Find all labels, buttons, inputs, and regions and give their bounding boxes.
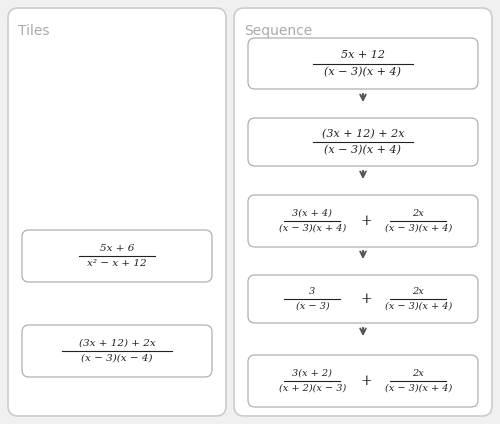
FancyBboxPatch shape (8, 8, 226, 416)
Text: +: + (360, 292, 372, 306)
Text: (x − 3)(x + 4): (x − 3)(x + 4) (384, 384, 452, 393)
FancyBboxPatch shape (248, 38, 478, 89)
Text: (x − 3)(x + 4): (x − 3)(x + 4) (279, 224, 346, 233)
Text: (3x + 12) + 2x: (3x + 12) + 2x (322, 129, 404, 139)
FancyBboxPatch shape (234, 8, 492, 416)
Text: (x − 3)(x + 4): (x − 3)(x + 4) (324, 67, 402, 77)
FancyBboxPatch shape (248, 275, 478, 323)
Text: 3(x + 4): 3(x + 4) (292, 209, 333, 218)
Text: Sequence: Sequence (244, 24, 312, 38)
FancyBboxPatch shape (248, 118, 478, 166)
Text: 3: 3 (310, 287, 316, 296)
Text: x² − x + 12: x² − x + 12 (87, 259, 147, 268)
FancyBboxPatch shape (248, 355, 478, 407)
Text: (x − 3)(x − 4): (x − 3)(x − 4) (81, 354, 153, 363)
Text: 5x + 6: 5x + 6 (100, 244, 134, 253)
Text: 5x + 12: 5x + 12 (341, 50, 385, 61)
Text: (x − 3)(x + 4): (x − 3)(x + 4) (384, 224, 452, 233)
Text: (3x + 12) + 2x: (3x + 12) + 2x (78, 339, 156, 348)
Text: (x + 2)(x − 3): (x + 2)(x − 3) (279, 384, 346, 393)
FancyBboxPatch shape (22, 325, 212, 377)
Text: +: + (360, 214, 372, 228)
Text: 2x: 2x (412, 209, 424, 218)
Text: 2x: 2x (412, 369, 424, 378)
Text: 3(x + 2): 3(x + 2) (292, 369, 333, 378)
Text: +: + (360, 374, 372, 388)
Text: 2x: 2x (412, 287, 424, 296)
FancyBboxPatch shape (22, 230, 212, 282)
Text: Tiles: Tiles (18, 24, 50, 38)
Text: (x − 3)(x + 4): (x − 3)(x + 4) (324, 145, 402, 155)
Text: (x − 3)(x + 4): (x − 3)(x + 4) (384, 302, 452, 311)
Text: (x − 3): (x − 3) (296, 302, 329, 311)
FancyBboxPatch shape (248, 195, 478, 247)
